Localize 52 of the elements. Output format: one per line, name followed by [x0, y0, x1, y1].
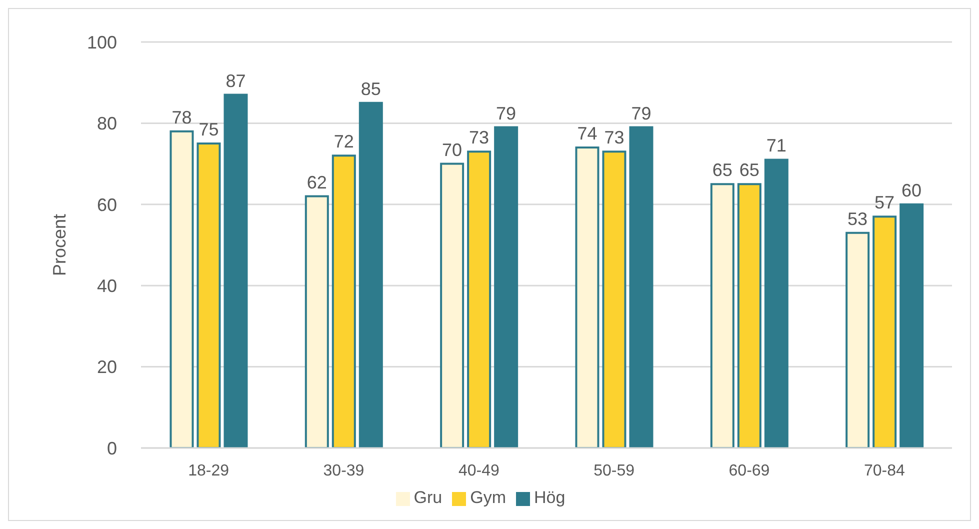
- y-tick-label: 80: [96, 114, 117, 134]
- bar: [575, 146, 600, 448]
- bar: [196, 142, 221, 448]
- y-tick-label: 40: [96, 276, 117, 296]
- y-axis-title: Procent: [49, 214, 70, 276]
- data-label: 79: [631, 103, 652, 124]
- bar: [224, 94, 248, 448]
- legend-label: Hög: [534, 488, 566, 507]
- data-label: 73: [469, 128, 490, 148]
- data-label: 79: [496, 103, 516, 124]
- bar: [602, 150, 626, 448]
- bar: [629, 126, 654, 448]
- bar: [710, 183, 734, 448]
- x-tick-label: 70-84: [864, 462, 905, 480]
- data-label: 57: [874, 192, 895, 213]
- data-label: 65: [712, 160, 732, 180]
- x-tick-label: 60-69: [728, 462, 770, 480]
- y-tick-label: 60: [96, 194, 117, 215]
- legend-label: Gym: [470, 488, 506, 507]
- data-label: 60: [902, 180, 922, 200]
- data-label: 74: [577, 124, 598, 144]
- data-label: 87: [226, 70, 246, 91]
- data-label: 75: [198, 120, 219, 140]
- data-label: 53: [848, 208, 868, 229]
- bar: [467, 150, 492, 448]
- data-label: 78: [172, 107, 192, 128]
- y-tick-label: 100: [86, 32, 117, 52]
- data-label: 62: [306, 172, 327, 192]
- y-tick-label: 0: [106, 438, 117, 458]
- bar: [358, 102, 383, 448]
- x-tick-label: 50-59: [594, 462, 635, 480]
- y-tick-label: 20: [96, 357, 117, 378]
- bar: [304, 195, 329, 448]
- data-label: 71: [766, 136, 786, 156]
- data-label: 85: [360, 78, 381, 99]
- bar: [494, 126, 518, 448]
- bar: [764, 158, 788, 448]
- legend-label: Gru: [414, 488, 442, 507]
- data-label: 72: [334, 132, 354, 152]
- bar: [846, 232, 870, 448]
- bar: [440, 162, 464, 448]
- data-label: 73: [604, 128, 624, 148]
- x-tick-label: 18-29: [188, 462, 230, 480]
- bar: [332, 154, 356, 448]
- data-label: 65: [739, 160, 760, 180]
- bar: [900, 203, 924, 448]
- x-tick-label: 40-49: [458, 462, 500, 480]
- bar: [170, 130, 194, 448]
- data-label: 70: [442, 140, 462, 160]
- x-tick-label: 30-39: [323, 462, 364, 480]
- bar: [737, 183, 762, 448]
- bar: [872, 216, 897, 448]
